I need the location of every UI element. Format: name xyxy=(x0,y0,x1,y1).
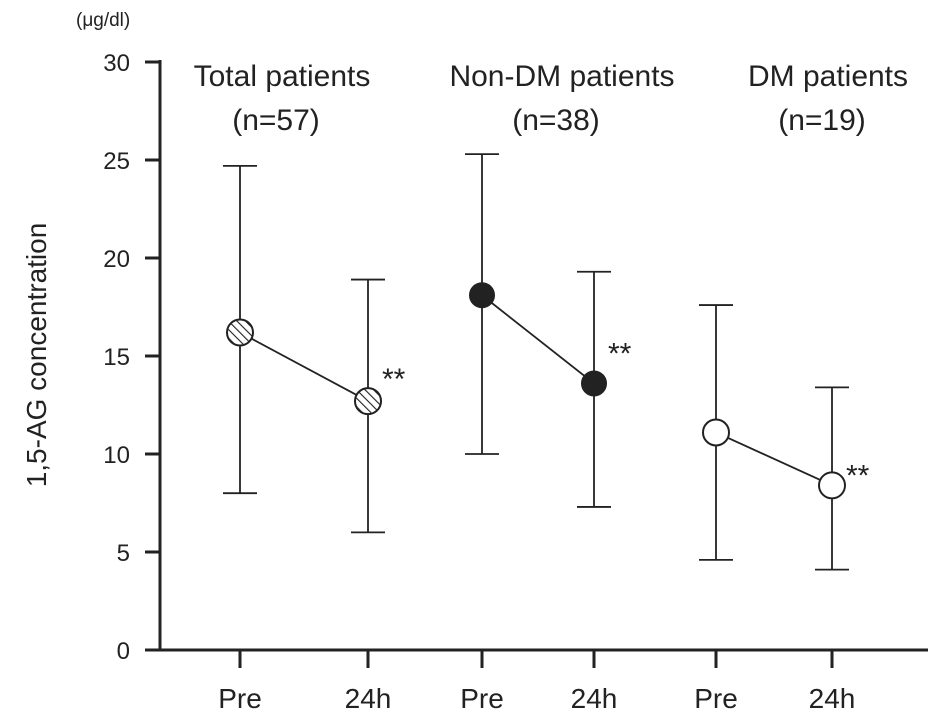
x-tick-label: Pre xyxy=(694,683,738,714)
group-n-label: (n=19) xyxy=(778,104,866,137)
y-tick-label: 5 xyxy=(117,540,130,567)
data-point xyxy=(469,282,495,309)
x-ticks: Pre 24h Pre 24h Pre 24h xyxy=(218,650,855,714)
group-2: DM patients (n=19) ** xyxy=(699,60,908,571)
data-point xyxy=(226,318,254,347)
y-tick-label: 25 xyxy=(103,148,130,175)
group-n-label: (n=38) xyxy=(512,104,600,137)
y-tick-label: 10 xyxy=(103,442,130,469)
y-unit-label: (μg/dl) xyxy=(76,10,130,31)
significance-marker: ** xyxy=(382,363,406,396)
group-0: Total patients (n=57) ** xyxy=(194,60,406,534)
y-tick-label: 30 xyxy=(103,50,130,77)
y-tick-label: 20 xyxy=(103,246,130,273)
x-tick-label: 24h xyxy=(571,683,618,714)
series-line xyxy=(715,431,833,487)
x-tick-label: 24h xyxy=(345,683,392,714)
x-tick-label: 24h xyxy=(809,683,856,714)
data-point xyxy=(354,387,382,416)
series-groups: Total patients (n=57) ** Non-DM patients (n=… xyxy=(194,60,908,571)
data-point xyxy=(818,471,846,500)
y-tick-label: 0 xyxy=(117,638,130,665)
x-tick-label: Pre xyxy=(460,683,504,714)
group-n-label: (n=57) xyxy=(232,104,320,137)
significance-marker: ** xyxy=(846,459,870,492)
data-point xyxy=(702,418,730,447)
significance-marker: ** xyxy=(608,337,632,370)
series-line xyxy=(481,294,595,385)
group-title: Non-DM patients xyxy=(449,60,674,93)
data-point xyxy=(581,370,607,397)
group-1: Non-DM patients (n=38) ** xyxy=(449,60,675,508)
x-tick-label: Pre xyxy=(218,683,262,714)
y-tick-label: 15 xyxy=(103,344,130,371)
group-title: Total patients xyxy=(194,60,371,93)
series-line xyxy=(239,331,369,402)
y-axis-title: 1,5-AG concentration xyxy=(21,223,52,488)
y-ticks: 0 5 10 15 20 25 30 xyxy=(103,50,160,665)
group-title: DM patients xyxy=(748,60,908,93)
